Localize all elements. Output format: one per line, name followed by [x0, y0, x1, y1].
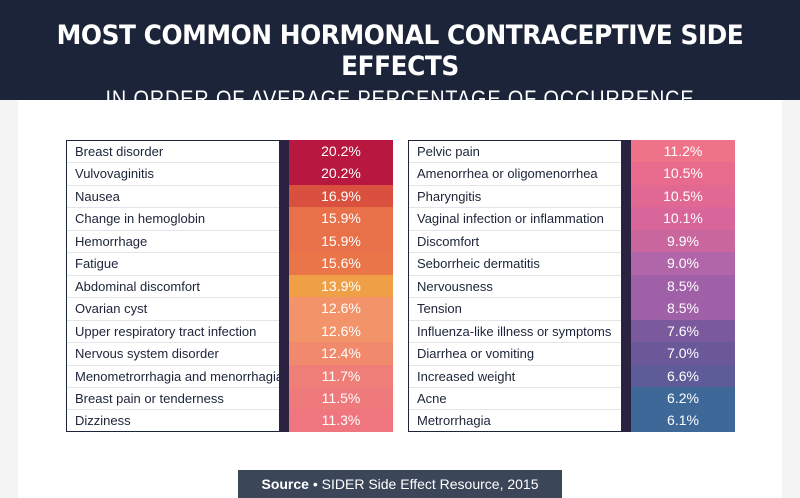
row-label: Influenza-like illness or symptoms — [409, 321, 621, 344]
row-label: Nervous system disorder — [67, 343, 279, 366]
table-right: Pelvic pain Amenorrhea or oligomenorrhea P… — [408, 140, 735, 432]
row-label: Pelvic pain — [409, 141, 621, 164]
row-label: Vaginal infection or inflammation — [409, 208, 621, 231]
divider-stripe — [621, 140, 631, 432]
row-value: 6.1% — [631, 409, 735, 432]
row-value: 20.2% — [289, 162, 393, 185]
row-value: 6.6% — [631, 364, 735, 387]
row-label: Tension — [409, 298, 621, 321]
row-label: Hemorrhage — [67, 231, 279, 254]
value-column: 20.2% 20.2% 16.9% 15.9% 15.9% 15.6% 13.9% 12.6%… — [289, 140, 393, 432]
label-column: Breast disorder Vulvovaginitis Nausea Chang… — [66, 140, 283, 432]
row-label: Increased weight — [409, 366, 621, 388]
row-label: Ovarian cyst — [67, 298, 279, 321]
source-bar: Source • SIDER Side Effect Resource, 201… — [238, 470, 562, 498]
row-label: Dizziness — [75, 413, 131, 429]
row-value: 12.6% — [289, 319, 393, 343]
row-value: 10.1% — [631, 207, 735, 230]
row-label: Breast pain or tenderness — [67, 388, 279, 411]
row-value: 9.9% — [631, 229, 735, 253]
row-value: 11.2% — [631, 140, 735, 163]
row-value: 10.5% — [631, 184, 735, 208]
row-value: 11.7% — [289, 364, 393, 387]
row-value: 15.9% — [289, 229, 393, 253]
label-column: Pelvic pain Amenorrhea or oligomenorrhea P… — [408, 140, 622, 432]
row-value: 11.5% — [289, 386, 393, 410]
row-label: Amenorrhea or oligomenorrhea — [409, 163, 621, 186]
row-value: 6.2% — [631, 386, 735, 410]
table-left: Breast disorder Vulvovaginitis Nausea Chang… — [66, 140, 393, 432]
row-value: 15.9% — [289, 207, 393, 230]
page-title: MOST COMMON HORMONAL CONTRACEPTIVE SIDE … — [56, 20, 744, 82]
row-label: Nausea — [67, 186, 279, 209]
row-label: Discomfort — [409, 231, 621, 254]
row-value: 10.5% — [631, 162, 735, 185]
row-label: Diarrhea or vomiting — [409, 343, 621, 366]
row-value: 16.9% — [289, 184, 393, 208]
row-label: Menometrorrhagia and menorrhagia — [67, 366, 283, 388]
row-label: Acne — [409, 388, 621, 411]
row-value: 9.0% — [631, 252, 735, 275]
row-label: Change in hemoglobin — [67, 208, 279, 231]
row-label: Breast disorder — [67, 141, 279, 164]
row-label: Upper respiratory tract infection — [67, 321, 279, 344]
row-label: Nervousness — [409, 276, 621, 299]
row-value: 15.6% — [289, 252, 393, 275]
row-value: 12.4% — [289, 342, 393, 365]
value-column: 11.2% 10.5% 10.5% 10.1% 9.9% 9.0% 8.5% 8.5% 7.6%… — [631, 140, 735, 432]
row-label: Fatigue — [67, 253, 279, 276]
source-label: Source — [261, 476, 309, 492]
row-value: 11.3% — [289, 409, 393, 432]
row-label: Abdominal discomfort — [67, 276, 279, 299]
header: MOST COMMON HORMONAL CONTRACEPTIVE SIDE … — [0, 0, 800, 111]
row-value: 7.0% — [631, 342, 735, 365]
row-value: 8.5% — [631, 297, 735, 320]
row-label: Vulvovaginitis — [67, 163, 279, 186]
row-value: 7.6% — [631, 319, 735, 343]
row-value: 13.9% — [289, 274, 393, 298]
row-label: Metrorrhagia — [417, 413, 491, 429]
row-label: Pharyngitis — [409, 186, 621, 209]
row-value: 20.2% — [289, 140, 393, 163]
source-separator: • — [312, 476, 318, 492]
row-value: 8.5% — [631, 274, 735, 298]
row-label: Seborrheic dermatitis — [409, 253, 621, 276]
divider-stripe — [279, 140, 289, 432]
row-value: 12.6% — [289, 297, 393, 320]
source-text: SIDER Side Effect Resource, 2015 — [321, 476, 539, 492]
